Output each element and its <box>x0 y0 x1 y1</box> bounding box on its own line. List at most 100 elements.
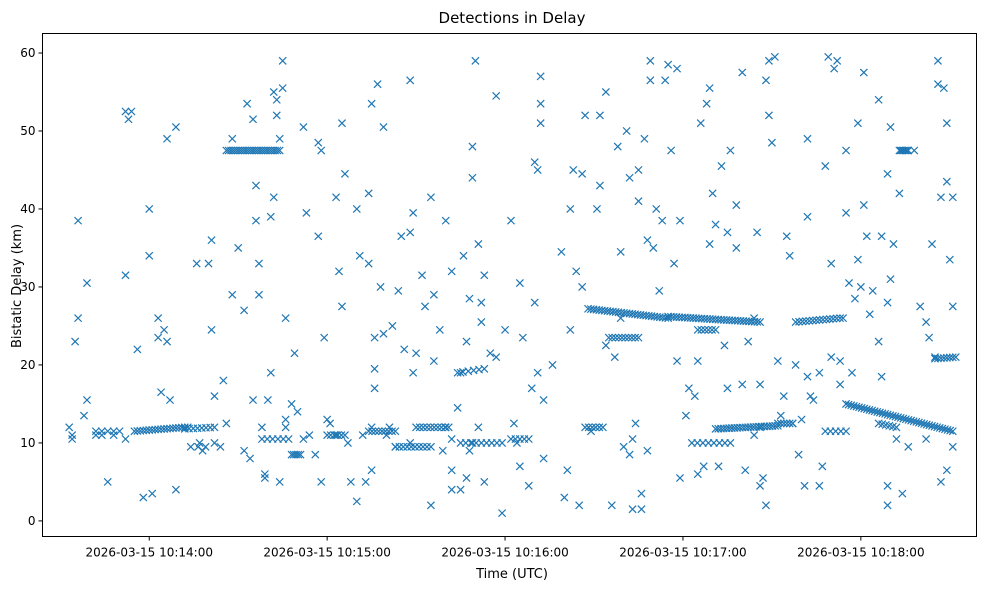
data-point <box>806 392 815 401</box>
data-point <box>853 119 862 128</box>
data-point <box>145 251 154 260</box>
data-point <box>942 466 951 475</box>
data-point <box>857 403 866 412</box>
y-axis-label: Bistatic Delay (km) <box>10 224 25 348</box>
data-point <box>818 315 828 324</box>
data-point <box>332 193 341 202</box>
data-point <box>266 212 275 221</box>
data-point <box>426 442 435 451</box>
data-point <box>465 446 474 455</box>
data-point <box>764 111 773 120</box>
data-point <box>940 425 949 434</box>
data-point <box>370 333 379 342</box>
data-point <box>607 501 616 510</box>
data-point <box>705 84 714 93</box>
data-point <box>317 146 326 155</box>
data-point <box>422 423 431 432</box>
data-point <box>462 337 471 346</box>
data-point <box>877 232 886 241</box>
data-point <box>548 360 557 369</box>
data-point <box>946 426 955 435</box>
data-point <box>222 419 231 428</box>
data-point <box>71 337 80 346</box>
data-point <box>273 146 282 155</box>
data-point <box>720 341 729 350</box>
data-point <box>468 142 477 151</box>
data-point <box>693 470 702 479</box>
data-point <box>109 431 118 440</box>
data-point <box>904 442 913 451</box>
data-point <box>592 204 601 213</box>
data-point <box>836 314 845 323</box>
data-point <box>604 333 613 342</box>
data-point <box>266 368 275 377</box>
x-tick-label: 2026-03-15 10:15:00 <box>263 546 390 560</box>
data-point <box>782 232 791 241</box>
data-point <box>281 415 290 424</box>
data-point <box>171 485 180 494</box>
data-point <box>477 298 486 307</box>
data-point <box>878 409 887 418</box>
y-tick-label: 60 <box>20 46 35 60</box>
data-point <box>471 56 480 65</box>
data-point <box>370 364 379 373</box>
data-point <box>163 134 172 143</box>
data-point <box>157 388 166 397</box>
data-point <box>465 294 474 303</box>
data-point <box>815 315 824 324</box>
data-point <box>74 216 83 225</box>
data-point <box>616 247 625 256</box>
data-point <box>302 208 311 217</box>
data-point <box>294 450 303 459</box>
data-point <box>68 434 77 444</box>
data-point <box>862 232 871 241</box>
data-point <box>622 126 631 136</box>
data-point <box>515 462 524 471</box>
data-point <box>595 181 604 190</box>
data-point <box>855 403 864 412</box>
data-point <box>539 396 548 405</box>
data-point <box>933 423 942 432</box>
data-point <box>581 111 590 120</box>
data-point <box>920 419 929 428</box>
data-point <box>865 405 874 414</box>
data-point <box>943 425 952 434</box>
data-point <box>925 421 934 430</box>
data-point <box>827 259 836 268</box>
data-point <box>628 434 637 444</box>
data-point <box>738 68 747 77</box>
data-point <box>370 384 379 393</box>
data-point <box>397 232 406 241</box>
data-point <box>705 240 714 249</box>
data-point <box>886 411 895 420</box>
data-point <box>216 442 225 451</box>
data-point <box>412 349 421 358</box>
data-point <box>165 396 175 405</box>
data-point <box>79 411 89 420</box>
data-point <box>808 316 817 325</box>
data-point <box>515 279 524 288</box>
data-point <box>891 412 900 421</box>
data-point <box>171 123 180 132</box>
data-point <box>917 419 926 428</box>
data-point <box>643 446 652 455</box>
data-point <box>160 325 169 334</box>
data-point <box>254 259 263 268</box>
data-point <box>696 119 705 128</box>
data-point <box>824 52 833 61</box>
data-point <box>646 56 655 65</box>
data-point <box>883 298 892 307</box>
data-point <box>883 410 892 419</box>
data-point <box>788 419 797 428</box>
data-point <box>557 247 566 256</box>
data-point <box>492 353 501 362</box>
data-point <box>839 314 848 323</box>
data-point <box>758 473 768 483</box>
data-point <box>536 99 545 108</box>
data-point <box>948 193 957 202</box>
data-point <box>803 134 812 143</box>
data-point <box>690 392 699 401</box>
data-point <box>664 60 673 69</box>
data-point <box>533 165 542 174</box>
